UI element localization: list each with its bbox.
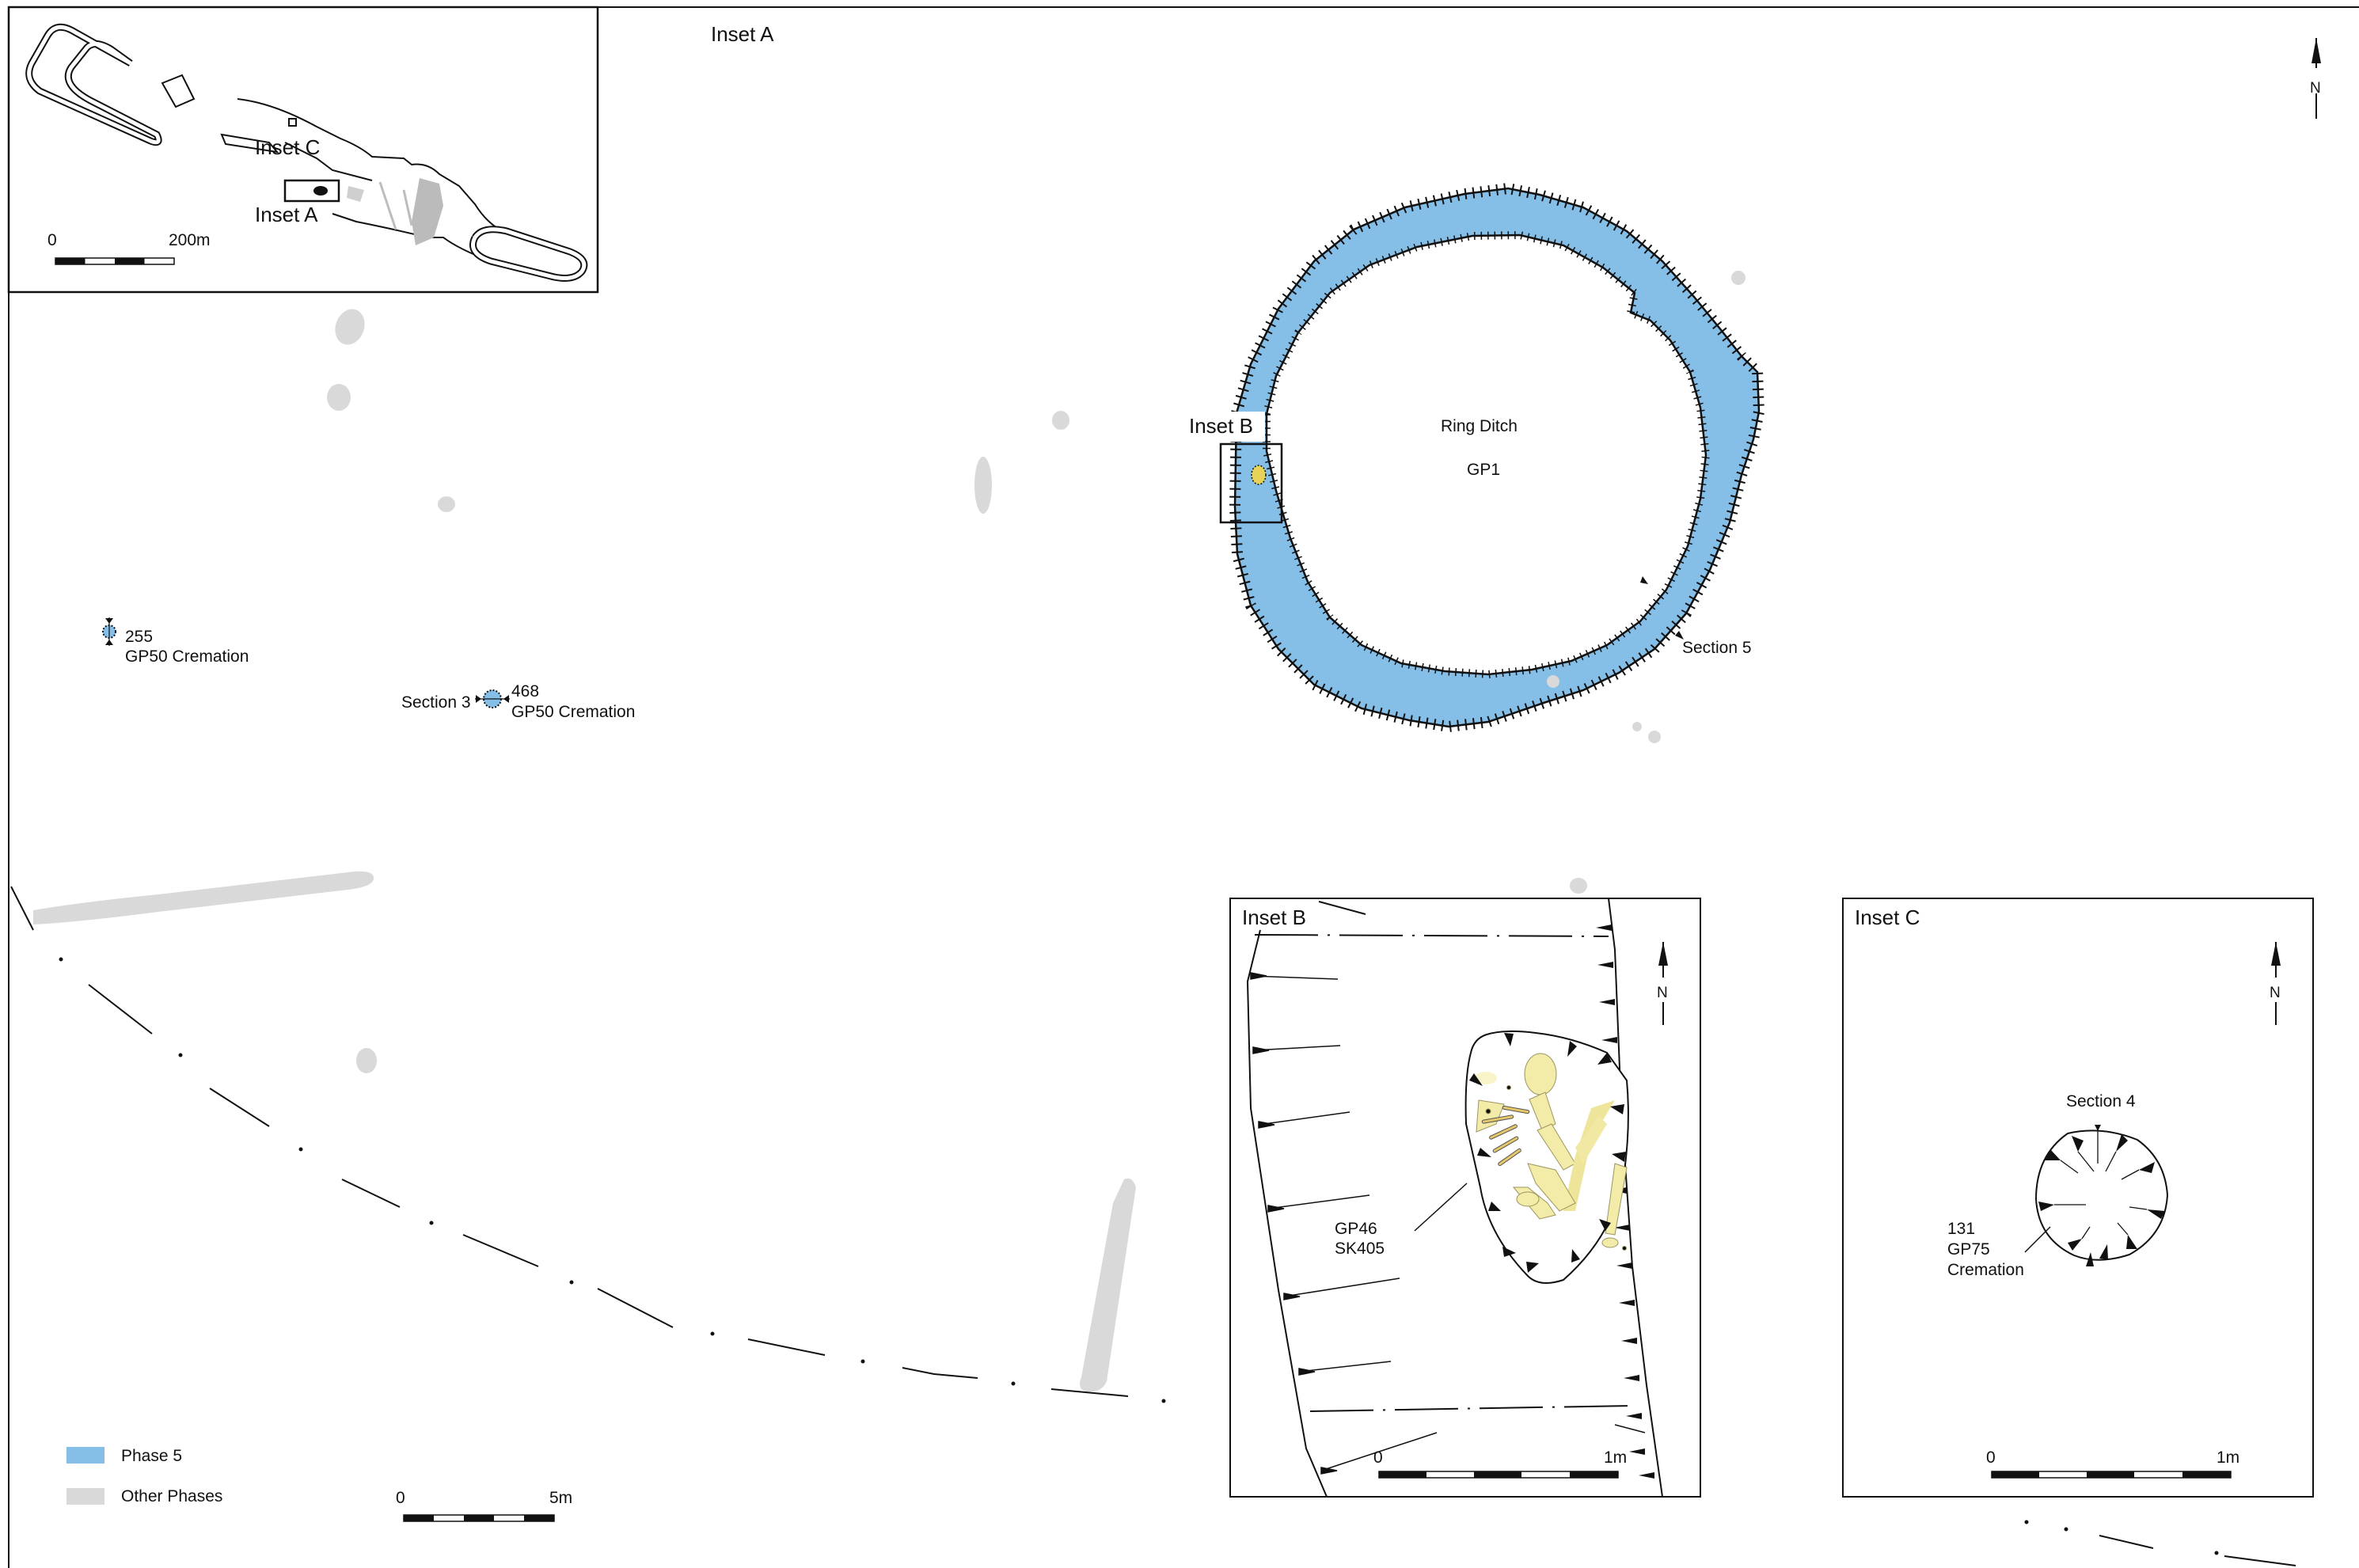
overview-inset-a-box bbox=[283, 179, 340, 203]
section-4-label: Section 4 bbox=[2066, 1092, 2136, 1111]
ring-inset-b-label: Inset B bbox=[1189, 414, 1253, 438]
overview-scale-bar: 0 200m bbox=[47, 231, 211, 265]
inset-c: Inset C N bbox=[1842, 898, 2314, 1498]
overview-trench-small bbox=[161, 74, 196, 108]
cremation-pit-131 bbox=[2034, 1129, 2169, 1261]
inset-b: Inset B bbox=[1229, 898, 1701, 1498]
inset-b-label-gp46: GP46 bbox=[1335, 1220, 1377, 1238]
inset-b-frame bbox=[1229, 898, 1701, 1498]
overview-inset-c-label: Inset C bbox=[255, 135, 320, 159]
skeleton-sk405 bbox=[1475, 1053, 1628, 1251]
legend-label-phase5: Phase 5 bbox=[121, 1447, 182, 1465]
inset-a-title: Inset A bbox=[711, 22, 774, 46]
overview-inset-a-label: Inset A bbox=[255, 203, 318, 226]
f468-desc: GP50 Cremation bbox=[511, 703, 635, 721]
inset-b-label-sk405: SK405 bbox=[1335, 1240, 1385, 1258]
boundary-line bbox=[10, 886, 2296, 1566]
inset-c-scale-start: 0 bbox=[1986, 1448, 1996, 1467]
inset-c-label-gp75: GP75 bbox=[1947, 1240, 1990, 1259]
legend-swatch-phase5 bbox=[66, 1447, 104, 1464]
other-phase-features bbox=[33, 271, 1746, 1392]
sheet-frame bbox=[8, 6, 2359, 1568]
overview-scale-start: 0 bbox=[47, 231, 57, 249]
overview-scale-end: 200m bbox=[169, 231, 211, 249]
inset-c-scale-end: 1m bbox=[2217, 1448, 2239, 1467]
grave-cut-sk405 bbox=[1464, 1030, 1629, 1284]
inset-c-title: Inset C bbox=[1855, 905, 1920, 929]
legend-swatch-other bbox=[66, 1488, 104, 1505]
north-label-c: N bbox=[2270, 985, 2281, 1001]
north-arrow-main: N bbox=[2310, 38, 2321, 119]
overview-map: Inset C Inset A 0 200m bbox=[7, 6, 599, 294]
f255-id: 255 bbox=[125, 628, 153, 646]
ring-ditch-group: GP1 bbox=[1467, 461, 1500, 479]
overview-inset-c-box bbox=[288, 118, 297, 127]
legend: Phase 5 Other Phases bbox=[66, 1447, 222, 1505]
ring-ditch-name: Ring Ditch bbox=[1441, 417, 1518, 435]
inset-b-scale-start: 0 bbox=[1373, 1448, 1383, 1467]
cremation-255: 255 GP50 Cremation bbox=[102, 617, 249, 666]
main-scale-start: 0 bbox=[396, 1489, 405, 1507]
inset-b-scale-end: 1m bbox=[1604, 1448, 1627, 1467]
inset-c-label-cremation: Cremation bbox=[1947, 1261, 2024, 1279]
ring-inset-b-box bbox=[1219, 442, 1283, 524]
main-scale-bar: 0 5m bbox=[396, 1489, 572, 1522]
inset-c-label-131: 131 bbox=[1947, 1220, 1975, 1238]
cremation-468: Section 3 468 GP50 Cremation bbox=[401, 682, 635, 721]
f468-id: 468 bbox=[511, 682, 539, 700]
ring-ditch: Inset B Ring Ditch GP1 Section 5 bbox=[1187, 182, 1765, 733]
section-5-label: Section 5 bbox=[1682, 639, 1752, 657]
overview-frame bbox=[7, 6, 599, 294]
inset-b-title: Inset B bbox=[1242, 905, 1306, 929]
north-label-main: N bbox=[2310, 80, 2321, 97]
north-label-b: N bbox=[1657, 985, 1668, 1001]
main-scale-end: 5m bbox=[549, 1489, 572, 1507]
section-3-label: Section 3 bbox=[401, 693, 471, 712]
f255-desc: GP50 Cremation bbox=[125, 647, 249, 666]
legend-label-other: Other Phases bbox=[121, 1487, 222, 1505]
